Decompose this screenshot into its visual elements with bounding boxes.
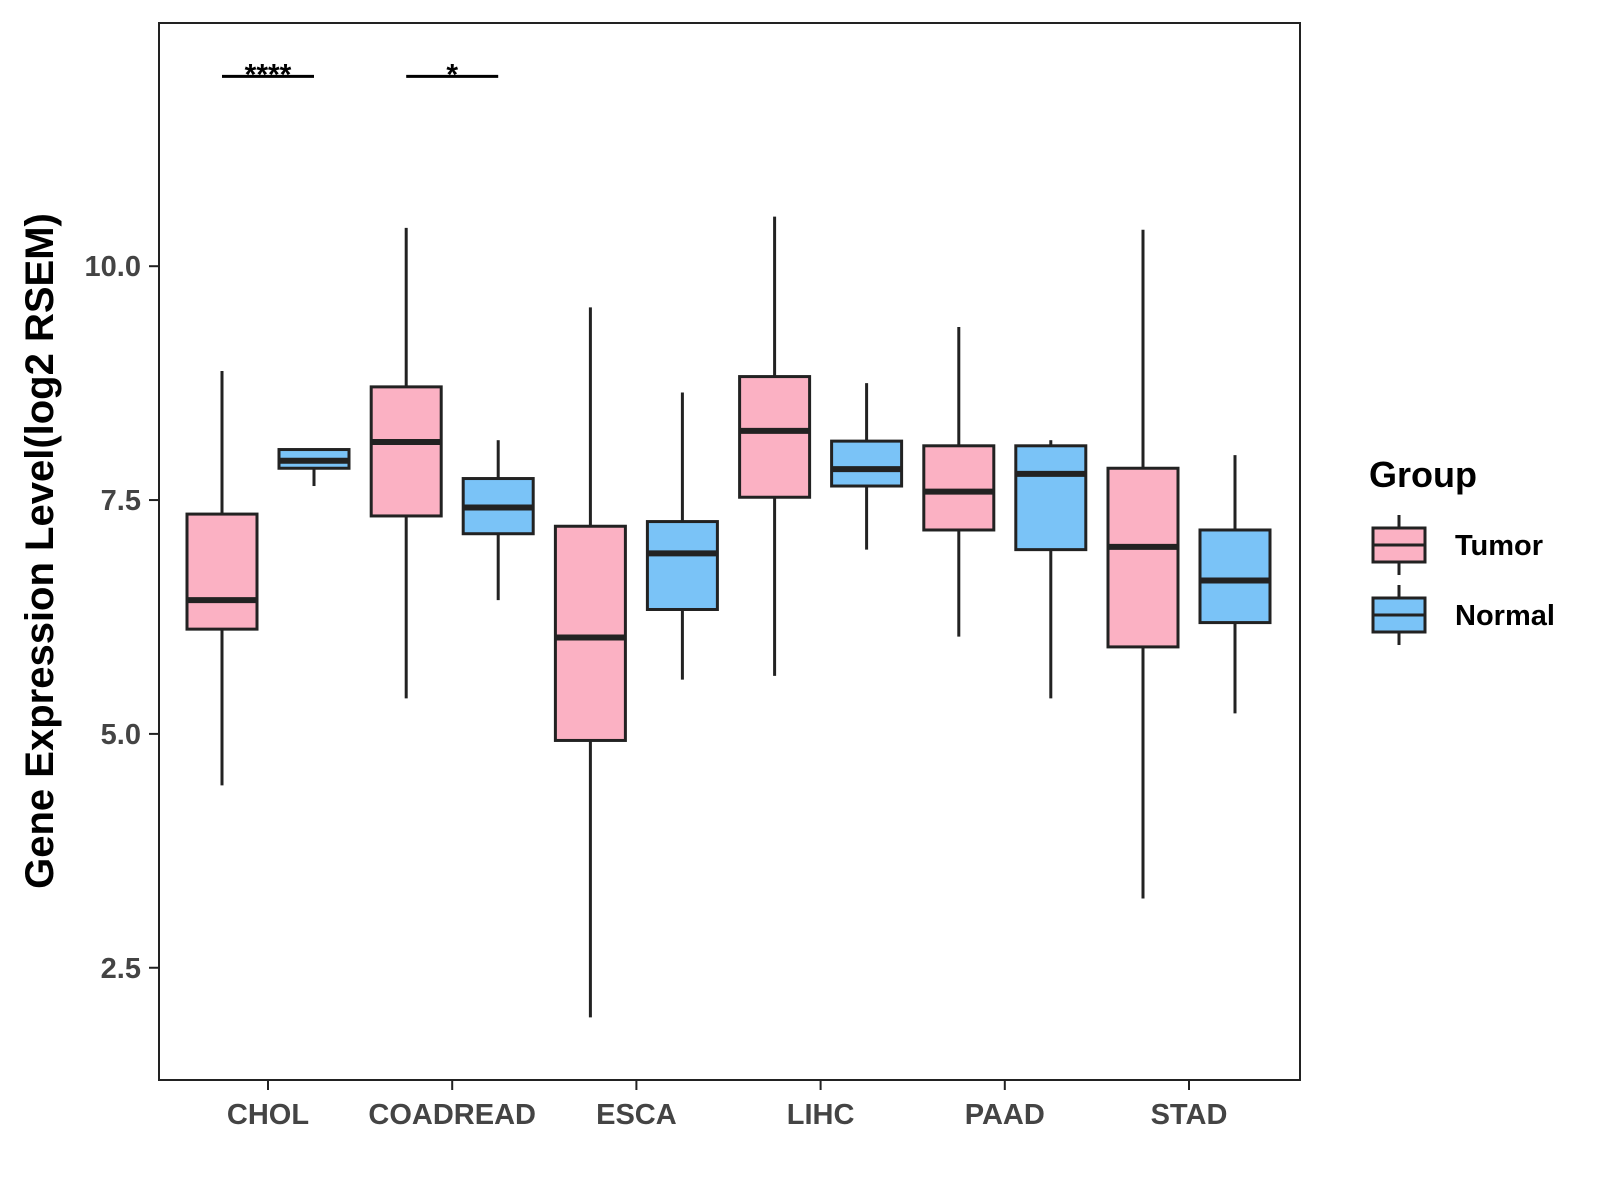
x-tick-label: LIHC — [787, 1099, 855, 1131]
box-body — [645, 520, 719, 611]
box-normal-esca — [645, 392, 719, 680]
box-body — [1106, 466, 1180, 649]
y-tick-label: 2.5 — [101, 953, 141, 985]
box-body — [830, 439, 904, 488]
box-normal-stad — [1198, 455, 1272, 714]
significance-annotations: **** * — [222, 58, 499, 91]
x-tick-label: CHOL — [227, 1099, 309, 1131]
box-tumor-lihc — [738, 216, 812, 676]
box-tumor-coadread — [369, 227, 443, 699]
y-axis-title: Gene Expression Level(log2 RSEM) — [18, 213, 62, 889]
box-body — [185, 512, 259, 631]
box-normal-paad — [1014, 440, 1088, 699]
x-axis: CHOL COADREAD ESCA LIHC PAAD STAD — [227, 1080, 1227, 1131]
box-tumor-paad — [922, 327, 996, 637]
legend: Group Tumor Normal — [1369, 454, 1555, 645]
box-body — [738, 375, 812, 499]
legend-label: Normal — [1455, 600, 1555, 632]
y-tick-label: 10.0 — [85, 251, 141, 283]
box-body — [1014, 444, 1088, 552]
legend-label: Tumor — [1455, 530, 1543, 562]
box-normal-lihc — [830, 383, 904, 550]
box-tumor-stad — [1106, 229, 1180, 899]
box-normal-chol — [277, 448, 351, 487]
significance-label: **** — [245, 58, 292, 91]
x-tick-label: COADREAD — [368, 1099, 536, 1131]
box-body — [922, 444, 996, 532]
y-axis: 2.5 5.0 7.5 10.0 — [85, 251, 159, 985]
box-series — [185, 216, 1272, 1018]
x-tick-label: PAAD — [965, 1099, 1045, 1131]
legend-title: Group — [1369, 454, 1477, 495]
box-body — [1198, 528, 1272, 625]
legend-item-tumor: Tumor — [1371, 515, 1543, 575]
box-body — [553, 524, 627, 742]
box-normal-coadread — [461, 440, 535, 601]
box-tumor-esca — [553, 307, 627, 1018]
y-tick-label: 7.5 — [101, 485, 141, 517]
x-tick-label: ESCA — [596, 1099, 677, 1131]
x-tick-label: STAD — [1151, 1099, 1228, 1131]
box-tumor-chol — [185, 370, 259, 786]
significance-label: * — [446, 58, 458, 91]
y-tick-label: 5.0 — [101, 719, 141, 751]
legend-item-normal: Normal — [1371, 585, 1555, 645]
box-body — [369, 385, 443, 518]
